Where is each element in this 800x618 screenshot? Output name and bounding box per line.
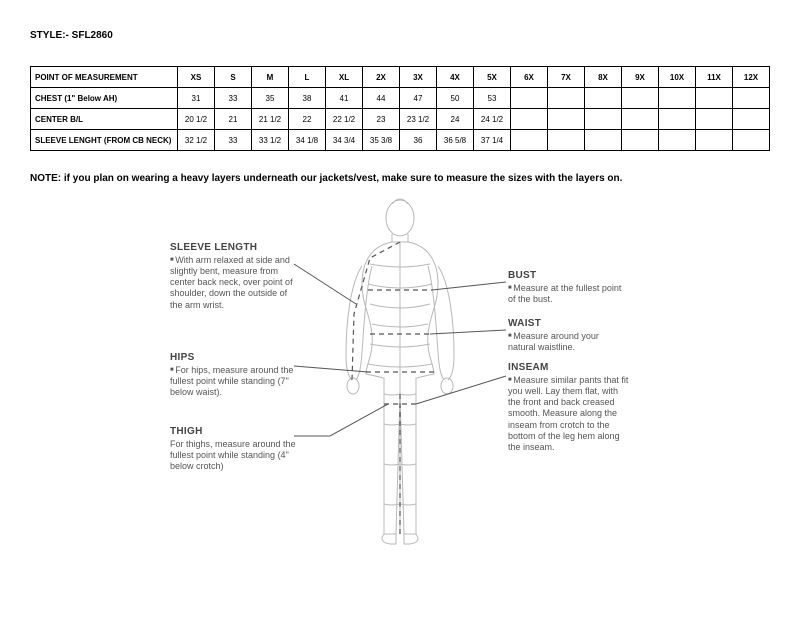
style-code: STYLE:- SFL2860 (30, 30, 770, 41)
size-cell: 35 3/8 (363, 130, 400, 151)
size-cell: 20 1/2 (178, 109, 215, 130)
measurement-diagram: SLEEVE LENGTH With arm relaxed at side a… (170, 194, 630, 554)
size-cell: 38 (289, 88, 326, 109)
size-cell: 53 (474, 88, 511, 109)
size-cell: 33 (215, 130, 252, 151)
size-cell: 24 1/2 (474, 109, 511, 130)
size-cell (733, 109, 770, 130)
header-size: 4X (437, 67, 474, 88)
size-cell (585, 130, 622, 151)
size-cell (696, 130, 733, 151)
size-cell (622, 88, 659, 109)
size-cell (548, 109, 585, 130)
size-cell: 31 (178, 88, 215, 109)
size-cell: 23 1/2 (400, 109, 437, 130)
size-cell: 24 (437, 109, 474, 130)
note-text: NOTE: if you plan on wearing a heavy lay… (30, 173, 770, 184)
pom-label: CHEST (1" Below AH) (31, 88, 178, 109)
size-cell (659, 109, 696, 130)
size-cell (622, 130, 659, 151)
header-size: 10X (659, 67, 696, 88)
size-cell: 33 (215, 88, 252, 109)
thigh-title: THIGH (170, 426, 305, 439)
bust-title: BUST (508, 270, 628, 283)
size-cell: 36 (400, 130, 437, 151)
size-cell (696, 109, 733, 130)
pom-label: SLEEVE LENGHT (FROM CB NECK) (31, 130, 178, 151)
header-size: 12X (733, 67, 770, 88)
size-cell (659, 88, 696, 109)
pom-label: CENTER B/L (31, 109, 178, 130)
size-cell (659, 130, 696, 151)
size-cell: 37 1/4 (474, 130, 511, 151)
size-cell: 33 1/2 (252, 130, 289, 151)
header-size: L (289, 67, 326, 88)
size-cell: 36 5/8 (437, 130, 474, 151)
size-cell (548, 88, 585, 109)
size-cell (696, 88, 733, 109)
size-cell (511, 130, 548, 151)
size-cell: 44 (363, 88, 400, 109)
inseam-title: INSEAM (508, 362, 633, 375)
size-cell: 50 (437, 88, 474, 109)
thigh-text: For thighs, measure around the fullest p… (170, 439, 305, 473)
size-cell (733, 88, 770, 109)
size-cell: 47 (400, 88, 437, 109)
size-cell (511, 109, 548, 130)
header-size: 11X (696, 67, 733, 88)
size-cell: 21 1/2 (252, 109, 289, 130)
size-cell: 34 1/8 (289, 130, 326, 151)
header-size: 6X (511, 67, 548, 88)
table-row: SLEEVE LENGHT (FROM CB NECK)32 1/23333 1… (31, 130, 770, 151)
size-cell (733, 130, 770, 151)
header-size: 9X (622, 67, 659, 88)
size-cell (511, 88, 548, 109)
size-cell (548, 130, 585, 151)
size-chart-table: POINT OF MEASUREMENT XS S M L XL 2X 3X 4… (30, 66, 770, 151)
inseam-text: Measure similar pants that fit you well.… (508, 375, 633, 454)
header-size: 8X (585, 67, 622, 88)
header-size: S (215, 67, 252, 88)
hips-title: HIPS (170, 352, 298, 365)
header-size: XL (326, 67, 363, 88)
size-cell (585, 109, 622, 130)
size-cell: 23 (363, 109, 400, 130)
header-size: XS (178, 67, 215, 88)
size-cell: 35 (252, 88, 289, 109)
header-size: 5X (474, 67, 511, 88)
sleeve-length-text: With arm relaxed at side and slightly be… (170, 255, 298, 311)
size-cell: 22 1/2 (326, 109, 363, 130)
waist-text: Measure around your natural waistline. (508, 331, 628, 354)
header-size: 2X (363, 67, 400, 88)
waist-title: WAIST (508, 318, 628, 331)
table-row: CHEST (1" Below AH)313335384144475053 (31, 88, 770, 109)
size-cell: 32 1/2 (178, 130, 215, 151)
size-cell (622, 109, 659, 130)
table-row: CENTER B/L20 1/22121 1/22222 1/22323 1/2… (31, 109, 770, 130)
size-cell: 41 (326, 88, 363, 109)
sleeve-length-title: SLEEVE LENGTH (170, 242, 298, 255)
size-cell: 22 (289, 109, 326, 130)
size-cell: 21 (215, 109, 252, 130)
header-pom: POINT OF MEASUREMENT (31, 67, 178, 88)
size-cell (585, 88, 622, 109)
bust-text: Measure at the fullest point of the bust… (508, 283, 628, 306)
table-header-row: POINT OF MEASUREMENT XS S M L XL 2X 3X 4… (31, 67, 770, 88)
size-cell: 34 3/4 (326, 130, 363, 151)
header-size: 7X (548, 67, 585, 88)
hips-text: For hips, measure around the fullest poi… (170, 365, 298, 399)
header-size: 3X (400, 67, 437, 88)
header-size: M (252, 67, 289, 88)
